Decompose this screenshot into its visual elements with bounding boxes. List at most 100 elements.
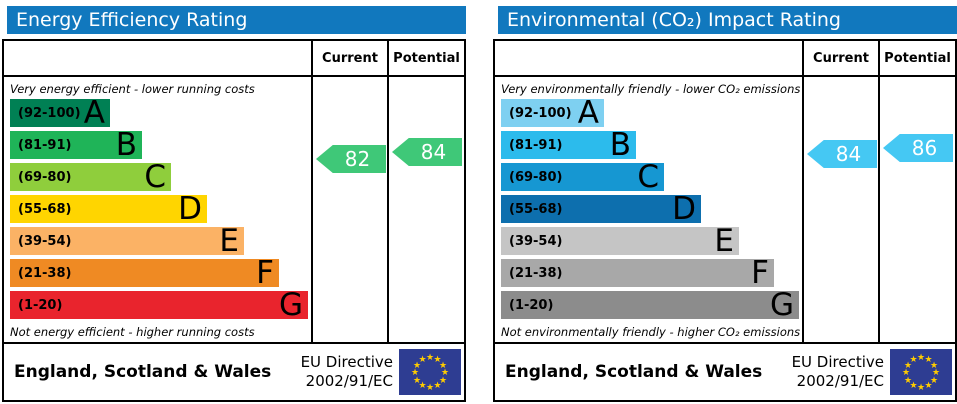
svg-text:★: ★	[439, 361, 447, 371]
band-letter: A	[577, 95, 599, 131]
band-range: (1-20)	[18, 297, 63, 313]
band-letter: F	[751, 255, 769, 291]
band-c: (69-80) C	[501, 159, 664, 195]
svg-text:★: ★	[418, 355, 426, 365]
band-e: (39-54) E	[10, 223, 244, 259]
current-rating-arrow: 82	[316, 145, 386, 173]
band-letter: C	[637, 159, 659, 195]
current-rating-cell: 82	[311, 77, 387, 342]
potential-rating-cell: 84	[387, 77, 464, 342]
band-g: (1-20) G	[501, 287, 799, 323]
band-b: (81-91) B	[10, 127, 142, 163]
band-range: (55-68)	[18, 201, 72, 217]
band-d: (55-68) D	[501, 191, 701, 227]
svg-text:★: ★	[413, 376, 421, 386]
panel-title: Energy Efficiency Rating	[7, 6, 466, 34]
footer-region-label: England, Scotland & Wales	[14, 362, 272, 382]
potential-column-header: Potential	[387, 41, 464, 77]
bottom-note: Not environmentally friendly - higher CO…	[501, 325, 801, 339]
top-note: Very energy efficient - lower running co…	[10, 82, 255, 96]
svg-text:★: ★	[433, 381, 441, 391]
band-range: (69-80)	[18, 169, 72, 185]
svg-text:★: ★	[909, 355, 917, 365]
svg-text:★: ★	[917, 353, 925, 363]
band-letter: G	[278, 287, 303, 323]
eu-flag-icon: ★ ★ ★★ ★★ ★★ ★★ ★★	[890, 349, 952, 395]
potential-rating-cell: 86	[878, 77, 955, 342]
eu-directive-line2: 2002/91/EC	[796, 372, 884, 390]
environmental-impact-panel: Environmental (CO₂) Impact Rating Curren…	[493, 2, 957, 402]
band-letter: B	[609, 127, 631, 163]
svg-text:★: ★	[413, 361, 421, 371]
header-spacer	[495, 41, 802, 77]
band-letter: E	[219, 223, 239, 259]
eu-directive-label: EU Directive 2002/91/EC	[792, 353, 884, 391]
band-range: (92-100)	[18, 105, 81, 121]
energy-efficiency-panel: Energy Efficiency Rating Current Potenti…	[2, 2, 466, 402]
current-rating-cell: 84	[802, 77, 878, 342]
svg-text:★: ★	[924, 355, 932, 365]
band-f: (21-38) F	[10, 255, 279, 291]
band-letter: G	[769, 287, 794, 323]
svg-text:★: ★	[426, 353, 434, 363]
svg-text:★: ★	[909, 381, 917, 391]
svg-text:★: ★	[426, 383, 434, 393]
potential-rating-arrow: 84	[392, 138, 462, 166]
current-column-header: Current	[311, 41, 387, 77]
header-spacer	[4, 41, 311, 77]
band-range: (92-100)	[509, 105, 572, 121]
bottom-note: Not energy efficient - higher running co…	[10, 325, 255, 339]
band-range: (81-91)	[18, 137, 72, 153]
footer: England, Scotland & Wales EU Directive 2…	[4, 342, 464, 400]
band-b: (81-91) B	[501, 127, 636, 163]
band-range: (81-91)	[509, 137, 563, 153]
band-range: (39-54)	[509, 233, 563, 249]
current-rating-arrow: 84	[807, 140, 877, 168]
svg-text:★: ★	[433, 355, 441, 365]
svg-text:★: ★	[904, 376, 912, 386]
band-letter: D	[672, 191, 696, 227]
band-letter: E	[714, 223, 734, 259]
band-e: (39-54) E	[501, 223, 739, 259]
svg-text:★: ★	[418, 381, 426, 391]
rating-scale-area: Very environmentally friendly - lower CO…	[495, 77, 802, 342]
rating-scale: (92-100) A (81-91) B (69-80) C (55-68) D (39-54)…	[501, 95, 802, 323]
panel-title: Environmental (CO₂) Impact Rating	[498, 6, 957, 34]
band-range: (69-80)	[509, 169, 563, 185]
band-a: (92-100) A	[10, 98, 110, 129]
top-note: Very environmentally friendly - lower CO…	[501, 82, 801, 96]
eu-flag-icon: ★ ★ ★★ ★★ ★★ ★★ ★★	[399, 349, 461, 395]
rating-table: Current Potential Very environmentally f…	[493, 39, 957, 402]
band-range: (21-38)	[18, 265, 72, 281]
svg-text:★: ★	[930, 361, 938, 371]
eu-directive-line1: EU Directive	[300, 353, 393, 372]
band-range: (39-54)	[18, 233, 72, 249]
band-d: (55-68) D	[10, 191, 207, 227]
footer: England, Scotland & Wales EU Directive 2…	[495, 342, 955, 400]
band-c: (69-80) C	[10, 159, 171, 195]
band-letter: B	[115, 127, 137, 163]
svg-text:★: ★	[917, 383, 925, 393]
footer-region-label: England, Scotland & Wales	[505, 362, 763, 382]
svg-text:★: ★	[411, 368, 419, 378]
svg-text:★: ★	[930, 376, 938, 386]
eu-directive-line2: 2002/91/EC	[305, 372, 393, 390]
svg-text:★: ★	[904, 361, 912, 371]
band-letter: C	[144, 159, 166, 195]
eu-directive-label: EU Directive 2002/91/EC	[301, 353, 393, 391]
potential-column-header: Potential	[878, 41, 955, 77]
svg-text:★: ★	[441, 368, 449, 378]
band-f: (21-38) F	[501, 255, 774, 291]
band-a: (92-100) A	[501, 95, 604, 131]
rating-scale: (92-100) A (81-91) B (69-80) C (55-68) D (39-54)…	[10, 98, 311, 323]
band-range: (1-20)	[509, 297, 554, 313]
current-column-header: Current	[802, 41, 878, 77]
band-g: (1-20) G	[10, 287, 308, 323]
svg-text:★: ★	[902, 368, 910, 378]
potential-rating-arrow: 86	[883, 134, 953, 162]
band-letter: F	[256, 255, 274, 291]
band-range: (21-38)	[509, 265, 563, 281]
band-letter: D	[178, 191, 202, 227]
band-range: (55-68)	[509, 201, 563, 217]
svg-text:★: ★	[932, 368, 940, 378]
